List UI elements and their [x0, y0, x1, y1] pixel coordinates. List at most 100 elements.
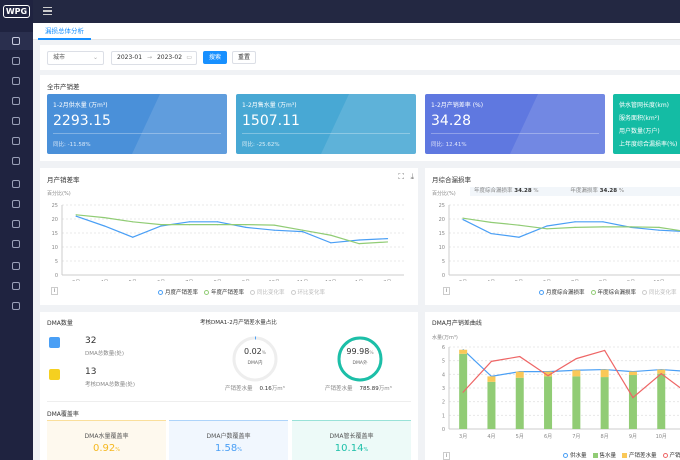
y-tick-label: 0 — [442, 427, 445, 433]
legend-label: 产销差率 — [669, 453, 680, 459]
data-point — [518, 236, 520, 238]
data-point — [546, 225, 548, 227]
y-tick-label: 3 — [442, 386, 445, 392]
mail-alt-icon[interactable] — [12, 220, 20, 228]
legend-marker — [592, 452, 598, 458]
factory-icon[interactable] — [12, 180, 20, 188]
legend-marker — [563, 452, 568, 458]
value: 0.92 — [92, 443, 116, 454]
fullscreen-icon[interactable]: ⛶ — [398, 172, 404, 181]
y-axis-label: 百分比(%) — [432, 191, 456, 197]
unit: 万m³ — [271, 386, 285, 392]
data-point — [602, 221, 604, 223]
y-tick-label: 25 — [439, 203, 445, 209]
legend-item[interactable]: 年度产销差率 — [204, 288, 244, 296]
start-date: 2023-01 — [117, 54, 143, 61]
stat-value: 34.28 — [514, 188, 532, 194]
card-compare: 同比: -11.58% — [53, 142, 91, 148]
building-icon[interactable] — [12, 57, 20, 65]
legend-label: 同比变化率 — [649, 290, 677, 296]
bar-loss — [657, 369, 666, 374]
x-tick-label: 6月 — [544, 434, 552, 440]
dma-outside-ring — [337, 336, 383, 382]
filter-panel: 城市 ⌄ 2023-01 → 2023-02 ▭ 搜索 重置 — [40, 45, 680, 70]
legend-marker — [250, 289, 256, 295]
bar-loss — [459, 349, 468, 354]
bar-sales — [487, 381, 496, 429]
search-button[interactable]: 搜索 — [203, 51, 228, 64]
dma-outside-amount: 产销差水量 785.89万m³ — [325, 384, 392, 392]
legend-item[interactable]: 年度综合漏损率 — [590, 288, 637, 296]
card-value: 1507.11 — [242, 113, 300, 129]
x-tick-label: 3月 — [459, 434, 467, 440]
sidebar-active-item[interactable] — [0, 32, 33, 50]
coverage-value: 10.14% — [292, 443, 411, 454]
legend-marker — [204, 289, 210, 295]
x-tick-label: 9月 — [242, 280, 250, 281]
menu-toggle-icon[interactable] — [43, 7, 52, 15]
card-sheen — [132, 94, 227, 154]
data-point — [490, 221, 492, 223]
legend-item[interactable]: 供水量 — [563, 451, 587, 459]
x-tick-label: 12月 — [325, 280, 336, 281]
gear-flower-icon[interactable] — [12, 240, 20, 248]
dma-ratio-title: 考核DMA1-2月产销差水量占比 — [200, 320, 277, 326]
report-icon[interactable] — [12, 282, 20, 290]
sitemap-icon[interactable] — [12, 77, 20, 85]
legend-item[interactable]: 月度产销差率 — [158, 288, 198, 296]
x-tick-label: 10月 — [653, 280, 664, 281]
document-icon[interactable] — [12, 262, 20, 270]
legend-item[interactable]: 售水量 — [592, 451, 616, 459]
legend-item[interactable]: 同比变化率 — [250, 288, 285, 296]
x-tick-label: 7月 — [571, 280, 579, 281]
mail-icon[interactable] — [12, 137, 20, 145]
legend-label: 供水量 — [570, 453, 587, 459]
legend-item[interactable]: 环比变化率 — [290, 288, 325, 296]
x-tick-label: 6月 — [543, 280, 551, 281]
bar-loss — [628, 371, 637, 376]
chart-icon[interactable] — [12, 200, 20, 208]
monitor-icon[interactable] — [12, 37, 20, 45]
dma-total-icon — [49, 337, 60, 348]
data-point — [632, 396, 634, 399]
calendar-icon: ▭ — [186, 54, 192, 61]
headset-icon[interactable] — [12, 157, 20, 165]
value: 785.89 — [359, 386, 379, 392]
tab-loss-analysis[interactable]: 漏损总体分析 — [38, 23, 91, 40]
series-line-0 — [462, 219, 680, 238]
dma-panel: DMA数量 32 DMA总数量(处) 13 考核DMA总数量(处) 考核DMA1… — [40, 312, 418, 460]
dma-coverage-title: DMA覆盖率 — [47, 411, 79, 418]
legend-item[interactable]: 产销差率 — [662, 451, 680, 459]
city-select[interactable]: 城市 ⌄ — [47, 51, 104, 65]
data-point — [462, 218, 464, 221]
dma-total-value: 32 — [85, 336, 97, 346]
date-range-picker[interactable]: 2023-01 → 2023-02 ▭ — [111, 51, 197, 65]
info-button[interactable]: i — [443, 452, 450, 460]
grid-icon[interactable] — [12, 97, 20, 105]
info-button[interactable]: i — [443, 287, 450, 295]
data-point — [574, 221, 576, 223]
dma-assessed-icon — [49, 369, 60, 380]
legend-item[interactable]: 产销差水量 — [622, 451, 657, 459]
settings-icon[interactable] — [12, 302, 20, 310]
data-point — [462, 217, 464, 219]
legend-item[interactable]: 月度综合漏损率 — [539, 288, 585, 296]
info-button[interactable]: i — [51, 287, 58, 295]
download-icon[interactable]: ⤓ — [410, 172, 414, 181]
legend-item[interactable]: 同比变化率 — [642, 288, 677, 296]
info-service-area: 服务面积(km²) — [619, 115, 660, 122]
data-point — [132, 221, 134, 223]
user-icon[interactable] — [12, 117, 20, 125]
legend-label: 月度综合漏损率 — [546, 290, 585, 296]
reset-button[interactable]: 重置 — [232, 51, 257, 64]
y-tick-label: 15 — [439, 231, 445, 237]
dma-inside-ring — [232, 336, 278, 382]
chevron-down-icon: ⌄ — [92, 54, 98, 61]
legend-label: 年度综合漏损率 — [597, 290, 637, 296]
dma-inside-label: DMA内 — [247, 361, 263, 366]
bar-loss — [544, 371, 553, 377]
unit: % — [261, 351, 267, 356]
data-point — [188, 221, 190, 223]
data-point — [386, 238, 389, 240]
coverage-label: DMA水量覆盖率 — [84, 433, 129, 440]
